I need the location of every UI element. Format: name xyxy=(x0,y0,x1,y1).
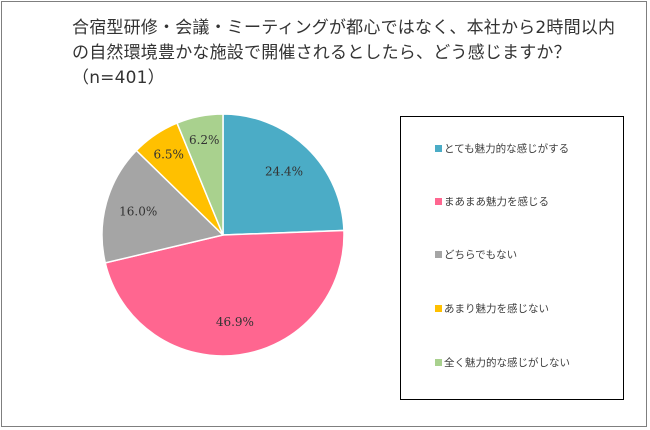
data-label-4: 6.2% xyxy=(189,133,220,147)
legend-swatch-0 xyxy=(435,144,442,152)
pie-slice-4 xyxy=(176,113,224,236)
legend-label-1: まあまあ魅力を感じる xyxy=(444,195,549,208)
legend-item-4: 全く魅力的な感じがしない xyxy=(435,355,570,369)
legend-label-2: どちらでもない xyxy=(444,248,518,261)
legend: とても魅力的な感じがする まあまあ魅力を感じる どちらでもない あまり魅力を感じ… xyxy=(400,116,624,400)
legend-item-2: どちらでもない xyxy=(435,247,517,261)
chart-title: 合宿型研修・会議・ミーティングが都心ではなく、本社から2時間以内の自然環境豊かな… xyxy=(72,18,616,88)
legend-label-0: とても魅力的な感じがする xyxy=(444,142,570,155)
legend-item-3: あまり魅力を感じない xyxy=(435,301,549,315)
data-label-2: 16.0% xyxy=(119,205,157,219)
legend-label-4: 全く魅力的な感じがしない xyxy=(444,356,570,369)
pie-slice-0 xyxy=(222,113,345,236)
legend-swatch-2 xyxy=(435,250,442,258)
legend-swatch-1 xyxy=(435,197,442,205)
legend-swatch-3 xyxy=(435,304,442,312)
data-label-1: 46.9% xyxy=(216,315,254,329)
legend-label-3: あまり魅力を感じない xyxy=(444,302,549,315)
legend-item-0: とても魅力的な感じがする xyxy=(435,141,569,155)
pie-slice-1 xyxy=(104,229,345,357)
legend-item-1: まあまあ魅力を感じる xyxy=(435,194,549,208)
pie-slice-2 xyxy=(101,149,225,264)
data-label-3: 6.5% xyxy=(153,148,184,162)
legend-swatch-4 xyxy=(435,358,442,366)
data-label-0: 24.4% xyxy=(265,165,303,179)
